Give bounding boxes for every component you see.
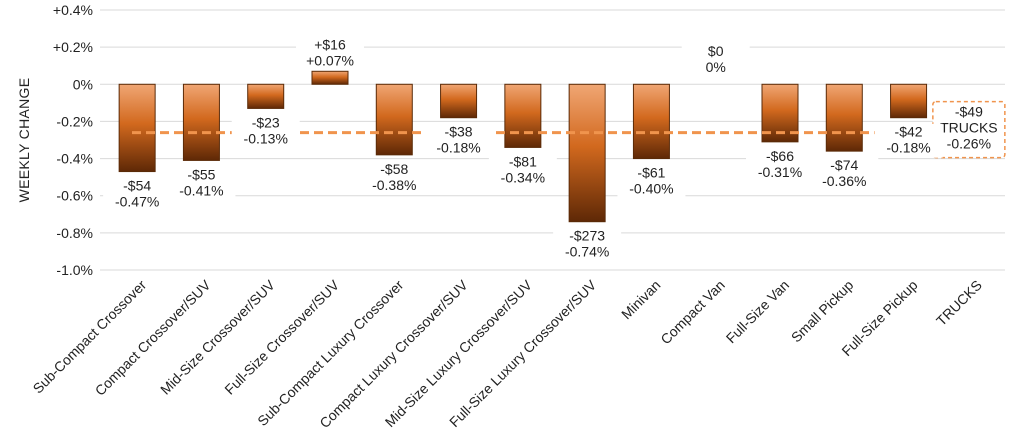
label-background bbox=[553, 227, 622, 262]
dollar-label: +$16 bbox=[314, 36, 346, 52]
data-label-group: $00% bbox=[681, 43, 750, 77]
category-label: Sub-Compact Crossover bbox=[30, 277, 150, 397]
percent-label: -0.38% bbox=[372, 177, 416, 193]
dollar-label: -$61 bbox=[637, 165, 665, 181]
data-label-group: -$54-0.47% bbox=[103, 177, 172, 212]
bar bbox=[504, 83, 542, 148]
data-label-group: -$74-0.36% bbox=[810, 157, 879, 192]
bar bbox=[182, 83, 220, 161]
y-tick-label: -1.0% bbox=[56, 262, 93, 278]
dollar-label: -$81 bbox=[509, 153, 537, 169]
label-background bbox=[681, 43, 750, 77]
category-label: Small Pickup bbox=[788, 277, 857, 346]
percent-label: -0.18% bbox=[886, 140, 930, 156]
percent-label: -0.18% bbox=[436, 140, 480, 156]
dollar-label: -$58 bbox=[380, 161, 408, 177]
label-background bbox=[424, 123, 493, 158]
category-label: Full-Size Van bbox=[723, 277, 792, 346]
data-label-group: -$58-0.38% bbox=[360, 160, 429, 195]
label-background bbox=[103, 177, 172, 212]
percent-label: -0.13% bbox=[244, 130, 288, 146]
dollar-label: -$66 bbox=[766, 148, 794, 164]
data-label-group: -$38-0.18% bbox=[424, 123, 493, 158]
percent-label: -0.40% bbox=[629, 181, 673, 197]
y-tick-label: -0.8% bbox=[56, 225, 93, 241]
category-label: Minivan bbox=[618, 277, 663, 322]
dollar-label: -$23 bbox=[252, 114, 280, 130]
label-background bbox=[810, 157, 879, 192]
percent-label: -0.31% bbox=[758, 164, 802, 180]
bar bbox=[890, 83, 928, 119]
dollar-label: -$42 bbox=[895, 124, 923, 140]
percent-label: -0.47% bbox=[115, 194, 159, 210]
percent-label: -0.74% bbox=[565, 244, 609, 260]
data-label-group: +$16+0.07% bbox=[296, 36, 364, 71]
y-axis-ticks: +0.4% +0.2% 0% -0.2% -0.4% -0.6% -0.8% -1.0% bbox=[53, 2, 93, 278]
data-label-group: -$273-0.74% bbox=[553, 227, 622, 262]
label-background bbox=[167, 166, 236, 201]
dollar-label: -$54 bbox=[123, 178, 151, 194]
bar bbox=[825, 83, 863, 152]
percent-label: -0.41% bbox=[179, 182, 223, 198]
bar bbox=[118, 83, 156, 173]
dollar-label: -$55 bbox=[187, 166, 215, 182]
average-name-label: TRUCKS bbox=[940, 120, 998, 136]
bars bbox=[118, 70, 928, 223]
label-background bbox=[231, 114, 300, 149]
label-background bbox=[488, 153, 557, 188]
data-label-group: -$23-0.13% bbox=[231, 114, 300, 149]
bar bbox=[568, 83, 606, 223]
percent-label: -0.34% bbox=[501, 169, 545, 185]
label-background bbox=[296, 36, 364, 71]
bar bbox=[632, 83, 670, 160]
percent-label: +0.07% bbox=[306, 52, 354, 68]
y-tick-label: -0.6% bbox=[56, 188, 93, 204]
category-label: Compact Crossover/SUV bbox=[92, 276, 214, 398]
category-label: Compact Van bbox=[657, 277, 728, 348]
percent-label: -0.36% bbox=[822, 173, 866, 189]
average-percent-label: -0.26% bbox=[947, 136, 991, 152]
y-tick-label: 0% bbox=[73, 76, 93, 92]
data-labels: -$54-0.47%-$55-0.41%-$23-0.13%+$16+0.07%… bbox=[103, 36, 943, 262]
dollar-label: -$273 bbox=[569, 228, 605, 244]
bar bbox=[440, 83, 478, 119]
bar bbox=[247, 83, 285, 109]
data-label-group: -$66-0.31% bbox=[746, 147, 814, 182]
dollar-label: -$74 bbox=[830, 157, 858, 173]
data-label-group: -$61-0.40% bbox=[617, 164, 686, 199]
data-label-group: -$55-0.41% bbox=[167, 166, 236, 201]
y-axis-label: WEEKLY CHANGE bbox=[16, 78, 32, 203]
bar bbox=[375, 83, 413, 156]
category-label: TRUCKS bbox=[933, 277, 985, 329]
y-tick-label: -0.4% bbox=[56, 151, 93, 167]
data-label-group: -$42-0.18% bbox=[874, 123, 943, 158]
dollar-label: $0 bbox=[708, 43, 724, 59]
data-label-group: -$81-0.34% bbox=[488, 153, 557, 188]
bar bbox=[311, 70, 349, 85]
y-tick-label: -0.2% bbox=[56, 113, 93, 129]
average-dollar-label: -$49 bbox=[955, 104, 983, 120]
label-background bbox=[874, 123, 943, 158]
label-background bbox=[360, 160, 429, 195]
y-tick-label: +0.4% bbox=[53, 2, 93, 18]
label-background bbox=[746, 147, 814, 182]
label-background bbox=[617, 164, 686, 199]
percent-label: 0% bbox=[706, 59, 726, 75]
y-tick-label: +0.2% bbox=[53, 39, 93, 55]
dollar-label: -$38 bbox=[445, 124, 473, 140]
category-label: Mid-Size Crossover/SUV bbox=[157, 276, 278, 397]
category-label: Full-Size Crossover/SUV bbox=[221, 276, 342, 397]
